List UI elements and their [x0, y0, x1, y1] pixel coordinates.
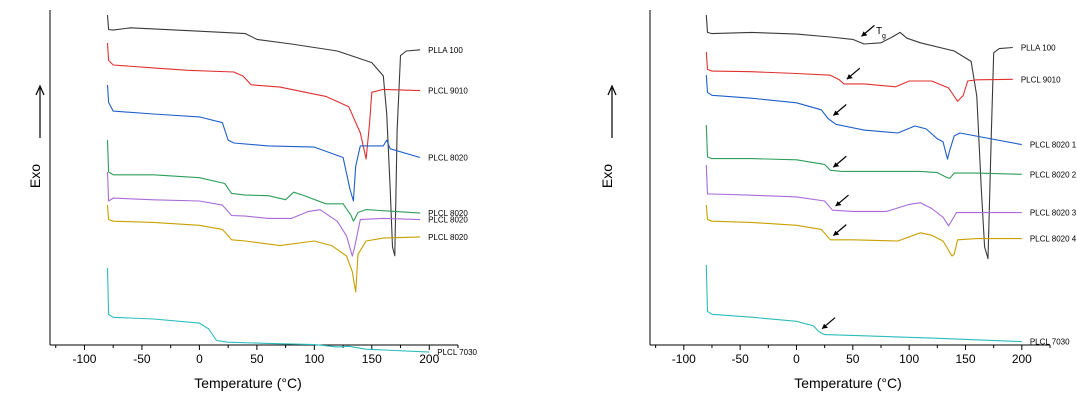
series-line: [106, 171, 421, 257]
series-label: PLLA 100: [428, 46, 463, 55]
series-line: [106, 204, 421, 293]
series-label: PLLA 100: [1021, 43, 1056, 52]
right-ylabel: Exo: [599, 164, 615, 188]
tg-arrow-head: [861, 31, 868, 37]
tg-annotation: T g: [876, 26, 886, 40]
tg-arrow-head: [833, 230, 840, 236]
x-tick-label: -100: [672, 352, 696, 366]
right-panel: Exo Temperature (°C) T g -100 -50 0 50 100 15…: [599, 10, 1077, 391]
tg-arrow-head: [833, 110, 840, 116]
x-tick-label: 150: [362, 352, 382, 366]
x-tick-label: 50: [250, 352, 264, 366]
series-label: PLCL 8020 1: [1030, 141, 1077, 150]
series-line: [106, 139, 421, 222]
right-xlabel: Temperature (°C): [794, 375, 902, 391]
series-line: [705, 204, 1022, 257]
series-label: PLCL 7030: [1030, 338, 1070, 347]
series-line: [705, 74, 1022, 160]
series-line: [705, 164, 1022, 227]
x-tick-label: 150: [955, 352, 975, 366]
right-exo-arrow-head: [607, 84, 617, 96]
left-panel: Exo Temperature (°C) -100 -50 0 50 100 150 200…: [27, 10, 478, 391]
x-tick-label: 100: [899, 352, 919, 366]
x-tick-label: 50: [846, 352, 860, 366]
x-tick-label: 200: [1012, 352, 1032, 366]
series-label: PLCL 8020: [428, 233, 468, 242]
tg-arrow-head: [846, 74, 853, 80]
series-label: PLCL 7030: [437, 348, 477, 357]
x-tick-label: 100: [304, 352, 324, 366]
series-line: [106, 267, 430, 353]
tg-label: T: [876, 26, 882, 37]
series-line: [705, 124, 1022, 179]
x-tick-label: 200: [419, 352, 439, 366]
x-tick-label: -100: [72, 352, 96, 366]
tg-arrow-head: [835, 201, 842, 207]
series-line: [106, 84, 421, 202]
series-line: [106, 42, 421, 160]
series-label: PLCL 8020: [428, 216, 468, 225]
series-label: PLCL 8020 3: [1030, 209, 1077, 218]
left-exo-arrow-head: [35, 84, 45, 96]
series-label: PLCL 8020: [428, 209, 468, 218]
series-label: PLCL 8020 2: [1030, 170, 1077, 179]
x-tick-label: 0: [196, 352, 203, 366]
left-xlabel: Temperature (°C): [194, 375, 302, 391]
series-line: [705, 14, 1013, 260]
series-label: PLCL 9010: [1021, 75, 1061, 84]
tg-arrow-head: [833, 162, 840, 168]
x-tick-label: 0: [793, 352, 800, 366]
series-label: PLCL 8020 4: [1030, 235, 1077, 244]
left-ylabel: Exo: [27, 164, 43, 188]
series-line: [705, 51, 1013, 102]
series-line: [106, 14, 421, 257]
series-line: [705, 264, 1022, 343]
tg-arrow-head: [822, 323, 829, 329]
series-label: PLCL 8020: [428, 154, 468, 163]
series-label: PLCL 9010: [428, 87, 468, 96]
tg-subscript: g: [882, 33, 886, 40]
x-tick-label: -50: [731, 352, 749, 366]
x-tick-label: -50: [133, 352, 151, 366]
